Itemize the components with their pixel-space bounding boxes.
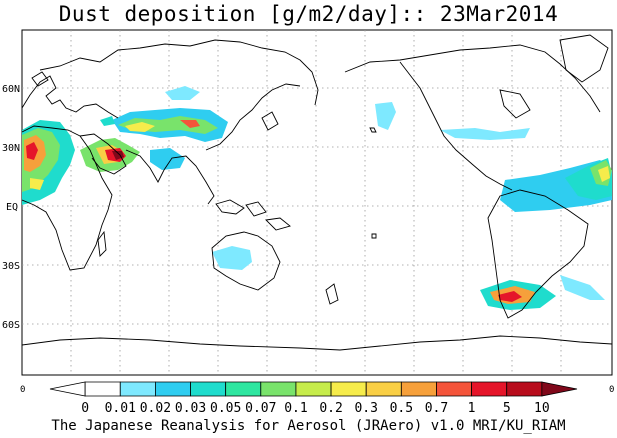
left-edge-label: 0	[20, 385, 25, 395]
colorbar-label: 0.02	[140, 401, 171, 416]
lat-label: EQ	[6, 202, 18, 213]
colorbar-segment	[365, 381, 402, 397]
colorbar-segment	[295, 381, 332, 397]
right-edge-label: 0	[609, 385, 614, 395]
colorbar-segment	[471, 381, 508, 397]
colorbar-segment	[541, 381, 578, 397]
colorbar-segment	[225, 381, 262, 397]
lat-label: 60S	[2, 320, 20, 331]
dust-shading	[22, 86, 612, 310]
coastlines	[22, 34, 612, 351]
footer-credit: The Japanese Reanalysis for Aerosol (JRA…	[51, 418, 566, 434]
colorbar-label: 5	[503, 401, 511, 416]
colorbar-segment	[84, 381, 121, 397]
colorbar-segment	[400, 381, 437, 397]
colorbar-segment	[436, 381, 473, 397]
colorbar-label: 0.03	[175, 401, 206, 416]
colorbar-label: 0.05	[210, 401, 241, 416]
colorbar-label: 0.7	[425, 401, 448, 416]
colorbar-segment	[154, 381, 191, 397]
colorbar-label: 0.5	[390, 401, 413, 416]
lat-label: 60N	[2, 84, 20, 95]
lat-label: 30N	[2, 143, 20, 154]
colorbar-label: 1	[468, 401, 476, 416]
colorbar-label: 0.01	[105, 401, 136, 416]
colorbar-label: 0.1	[284, 401, 307, 416]
colorbar-label: 0	[81, 401, 89, 416]
colorbar-segment	[49, 381, 86, 397]
colorbar-segment	[260, 381, 297, 397]
colorbar-label: 0.2	[319, 401, 342, 416]
latitude-labels: 60N 30N EQ 30S 60S	[2, 84, 20, 331]
colorbar-segment	[190, 381, 227, 397]
lat-label: 30S	[2, 261, 20, 272]
colorbar-label: 0.3	[354, 401, 377, 416]
colorbar-segment	[330, 381, 367, 397]
colorbar-label: 10	[534, 401, 550, 416]
map-title: Dust deposition [g/m2/day]:: 23Mar2014	[58, 2, 559, 26]
colorbar-segment	[119, 381, 156, 397]
colorbar: 0 0.01 0.02 0.03 0.05 0.07 0.1 0.2 0.3 0.5 0.7 1 5 10	[49, 381, 578, 416]
colorbar-label: 0.07	[245, 401, 276, 416]
colorbar-segment	[506, 381, 543, 397]
